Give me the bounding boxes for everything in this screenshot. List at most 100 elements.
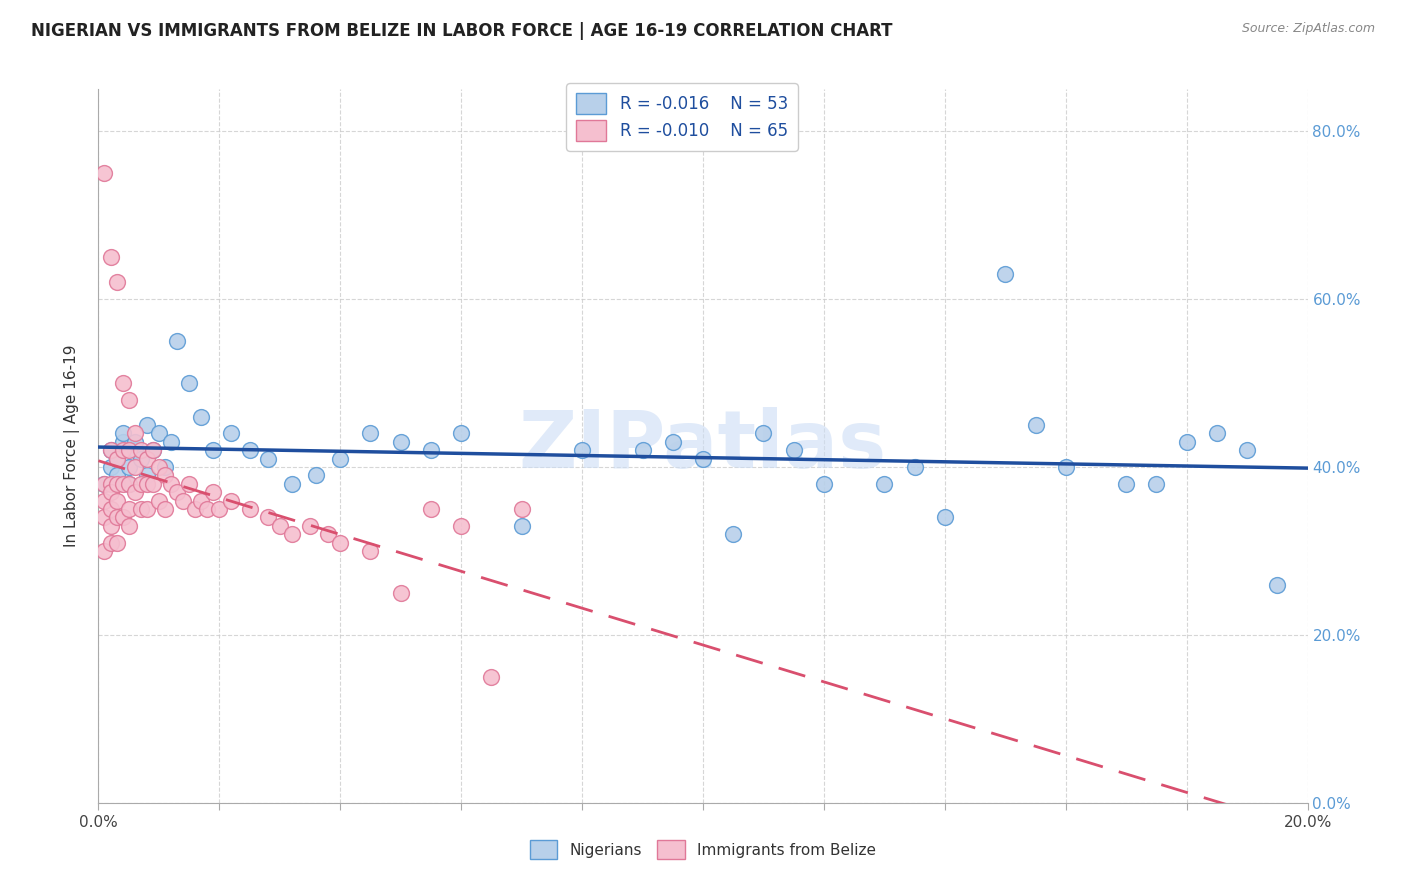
Point xyxy=(129,476,152,491)
Point xyxy=(1024,417,1046,432)
Point xyxy=(202,485,225,500)
Point xyxy=(281,527,304,541)
Point xyxy=(100,250,122,264)
Point xyxy=(111,443,134,458)
Point xyxy=(184,502,207,516)
Text: ZIPatlas: ZIPatlas xyxy=(519,407,887,485)
Point xyxy=(661,434,683,449)
Point xyxy=(100,518,122,533)
Point xyxy=(153,460,176,475)
Point xyxy=(153,502,176,516)
Point xyxy=(118,502,141,516)
Point xyxy=(1206,426,1229,441)
Point xyxy=(329,535,352,549)
Point xyxy=(111,376,134,390)
Y-axis label: In Labor Force | Age 16-19: In Labor Force | Age 16-19 xyxy=(63,344,80,548)
Point xyxy=(148,460,170,475)
Point xyxy=(148,493,170,508)
Point xyxy=(118,460,141,475)
Point xyxy=(93,493,115,508)
Point xyxy=(256,510,278,524)
Point xyxy=(100,535,122,549)
Point xyxy=(105,493,128,508)
Point xyxy=(111,434,134,449)
Point xyxy=(269,518,291,533)
Point xyxy=(93,544,115,558)
Point xyxy=(450,426,472,441)
Point xyxy=(142,476,165,491)
Point xyxy=(166,485,188,500)
Point xyxy=(160,476,183,491)
Text: Source: ZipAtlas.com: Source: ZipAtlas.com xyxy=(1241,22,1375,36)
Point xyxy=(752,426,775,441)
Point xyxy=(221,426,243,441)
Point xyxy=(195,502,218,516)
Point xyxy=(281,476,304,491)
Point xyxy=(142,443,165,458)
Point xyxy=(100,460,122,475)
Point xyxy=(934,510,956,524)
Point xyxy=(813,476,835,491)
Legend: Nigerians, Immigrants from Belize: Nigerians, Immigrants from Belize xyxy=(522,832,884,866)
Point xyxy=(873,476,896,491)
Point xyxy=(118,476,141,491)
Point xyxy=(1175,434,1198,449)
Point xyxy=(994,267,1017,281)
Point xyxy=(1115,476,1137,491)
Point xyxy=(93,166,115,180)
Point xyxy=(172,493,194,508)
Point xyxy=(105,510,128,524)
Point xyxy=(105,535,128,549)
Point xyxy=(360,426,382,441)
Point xyxy=(124,460,146,475)
Point xyxy=(239,502,262,516)
Point xyxy=(420,443,443,458)
Point xyxy=(299,518,322,533)
Point xyxy=(783,443,806,458)
Point xyxy=(124,426,146,441)
Point xyxy=(166,334,188,348)
Point xyxy=(692,451,714,466)
Point xyxy=(202,443,225,458)
Point xyxy=(305,468,328,483)
Point xyxy=(118,476,141,491)
Point xyxy=(105,476,128,491)
Point xyxy=(631,443,654,458)
Point xyxy=(1267,577,1289,591)
Point xyxy=(100,443,122,458)
Point xyxy=(100,485,122,500)
Point xyxy=(93,476,115,491)
Point xyxy=(100,476,122,491)
Point xyxy=(100,502,122,516)
Point xyxy=(135,502,157,516)
Point xyxy=(329,451,352,466)
Point xyxy=(389,434,412,449)
Point xyxy=(221,493,243,508)
Point xyxy=(389,586,412,600)
Point xyxy=(190,409,212,424)
Point xyxy=(1144,476,1167,491)
Point xyxy=(118,518,141,533)
Point xyxy=(142,443,165,458)
Point xyxy=(1054,460,1077,475)
Point xyxy=(111,476,134,491)
Point xyxy=(105,451,128,466)
Point xyxy=(135,468,157,483)
Point xyxy=(571,443,593,458)
Point xyxy=(256,451,278,466)
Point xyxy=(723,527,745,541)
Point xyxy=(153,468,176,483)
Point xyxy=(160,434,183,449)
Point xyxy=(208,502,231,516)
Point xyxy=(124,443,146,458)
Point xyxy=(129,502,152,516)
Point xyxy=(510,518,533,533)
Point xyxy=(135,451,157,466)
Point xyxy=(904,460,927,475)
Point xyxy=(135,417,157,432)
Point xyxy=(111,426,134,441)
Point xyxy=(129,451,152,466)
Point xyxy=(450,518,472,533)
Point xyxy=(179,476,201,491)
Point xyxy=(105,451,128,466)
